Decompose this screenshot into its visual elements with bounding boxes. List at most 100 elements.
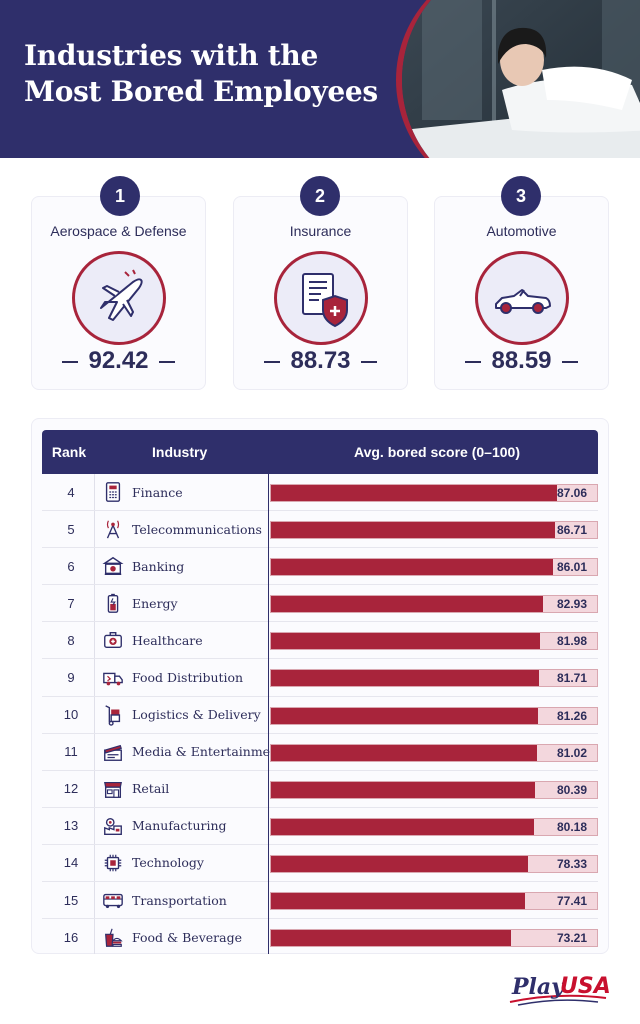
table-row: 4 Finance 87.06 xyxy=(42,474,598,512)
microchip-icon xyxy=(101,845,125,881)
clapperboard-icon xyxy=(101,734,125,770)
bar xyxy=(271,781,535,798)
logo-text-usa: USA xyxy=(560,974,611,999)
bar-track: 80.18 xyxy=(270,817,598,836)
bar xyxy=(271,930,511,947)
antenna-tower-icon xyxy=(101,511,125,547)
bar-value-label: 73.21 xyxy=(556,931,587,946)
fast-food-icon xyxy=(101,919,125,956)
row-rank: 5 xyxy=(67,521,75,537)
row-industry-name: Banking xyxy=(132,558,185,574)
convertible-car-icon xyxy=(474,251,569,345)
bar-track: 77.41 xyxy=(270,892,598,911)
playusa-logo: Play USA xyxy=(508,970,611,1006)
header-rank: Rank xyxy=(51,444,87,460)
table-row: 5 Telecommunications 86.71 xyxy=(42,511,598,549)
bar xyxy=(271,559,553,576)
table-header: Rank Industry Avg. bored score (0–100) xyxy=(42,430,598,474)
table-row: 10 Logistics & Delivery 81.26 xyxy=(42,697,598,734)
row-industry-name: Healthcare xyxy=(132,632,203,648)
bar-track: 81.98 xyxy=(270,632,598,651)
table-row: 12 Retail 80.39 xyxy=(42,771,598,808)
bar xyxy=(271,633,540,650)
bar-value-label: 86.71 xyxy=(556,523,587,538)
header-score: Avg. bored score (0–100) xyxy=(354,444,520,460)
bar-track: 80.39 xyxy=(270,780,598,799)
row-rank: 14 xyxy=(63,855,79,871)
card-industry-name: Automotive xyxy=(486,223,557,239)
delivery-truck-icon xyxy=(101,659,125,695)
table-body: 4 Finance 87.06 5 Telecommunications 86.71 6 Ba… xyxy=(42,474,598,956)
logo-text-play: Play xyxy=(512,974,564,1000)
axis-line xyxy=(268,474,269,954)
row-rank: 8 xyxy=(67,632,75,648)
header-banner: Industries with the Most Bored Employees xyxy=(0,0,640,158)
card-score-value: 92.42 xyxy=(88,347,149,374)
rank-badge: 1 xyxy=(100,176,140,216)
calculator-icon xyxy=(101,474,125,510)
bar-track: 78.33 xyxy=(270,854,598,873)
bar xyxy=(271,893,525,910)
row-industry-name: Transportation xyxy=(132,892,227,908)
row-industry-name: Technology xyxy=(132,855,204,871)
table-row: 7 Energy 82.93 xyxy=(42,585,598,623)
bar-value-label: 81.02 xyxy=(556,745,587,760)
gear-factory-icon xyxy=(101,808,125,844)
row-industry-name: Energy xyxy=(132,595,178,611)
row-industry-name: Telecommunications xyxy=(132,521,262,537)
bar xyxy=(271,485,557,501)
bar-value-label: 87.06 xyxy=(556,486,587,500)
storefront-icon xyxy=(101,771,125,807)
table-row: 14 Technology 78.33 xyxy=(42,845,598,883)
row-industry-name: Retail xyxy=(132,781,170,797)
bar xyxy=(271,522,555,539)
bar-value-label: 82.93 xyxy=(556,597,587,612)
battery-icon xyxy=(101,585,125,621)
rank-badge: 2 xyxy=(300,176,340,216)
top-rank-card-3: Automotive 88.59 xyxy=(434,196,609,390)
bar-track: 86.71 xyxy=(270,521,598,540)
bar xyxy=(271,670,539,687)
row-industry-name: Food & Beverage xyxy=(132,930,242,946)
row-rank: 13 xyxy=(63,818,79,834)
airplane-icon xyxy=(71,251,166,345)
row-rank: 16 xyxy=(63,930,79,946)
row-rank: 7 xyxy=(67,595,75,611)
row-rank: 10 xyxy=(63,707,79,723)
bar-track: 86.01 xyxy=(270,558,598,577)
bar-value-label: 80.39 xyxy=(556,782,587,797)
row-industry-name: Food Distribution xyxy=(132,670,244,686)
table-row: 6 Banking 86.01 xyxy=(42,548,598,586)
bar xyxy=(271,818,534,835)
table-row: 16 Food & Beverage 73.21 xyxy=(42,919,598,956)
column-divider xyxy=(94,474,95,954)
bar-track: 87.06 xyxy=(270,484,598,502)
row-rank: 12 xyxy=(63,781,79,797)
card-industry-name: Aerospace & Defense xyxy=(50,223,187,239)
bar-value-label: 81.71 xyxy=(556,671,587,686)
row-rank: 15 xyxy=(63,892,79,908)
bar xyxy=(271,744,537,761)
top-rank-card-1: Aerospace & Defense 92.42 xyxy=(31,196,206,390)
bar-track: 82.93 xyxy=(270,595,598,614)
table-row: 8 Healthcare 81.98 xyxy=(42,622,598,660)
row-industry-name: Media & Entertainment xyxy=(132,744,284,760)
table-row: 9 Food Distribution 81.71 xyxy=(42,659,598,697)
page-title: Industries with the Most Bored Employees xyxy=(24,39,378,108)
bar-track: 73.21 xyxy=(270,929,598,948)
card-score: 88.73 xyxy=(234,347,407,375)
card-score-value: 88.73 xyxy=(290,347,351,374)
hand-truck-icon xyxy=(101,697,125,733)
insurance-policy-icon xyxy=(273,251,368,345)
row-rank: 11 xyxy=(64,744,78,760)
bored-employee-photo xyxy=(396,0,640,158)
bar-track: 81.26 xyxy=(270,706,598,725)
row-industry-name: Finance xyxy=(132,484,183,500)
top-rank-card-2: Insurance 88.73 xyxy=(233,196,408,390)
card-score: 88.59 xyxy=(435,347,608,375)
bar-value-label: 77.41 xyxy=(556,894,587,909)
rank-badge: 3 xyxy=(501,176,541,216)
bar-value-label: 80.18 xyxy=(556,819,587,834)
card-score-value: 88.59 xyxy=(491,347,552,374)
bar-track: 81.71 xyxy=(270,669,598,688)
